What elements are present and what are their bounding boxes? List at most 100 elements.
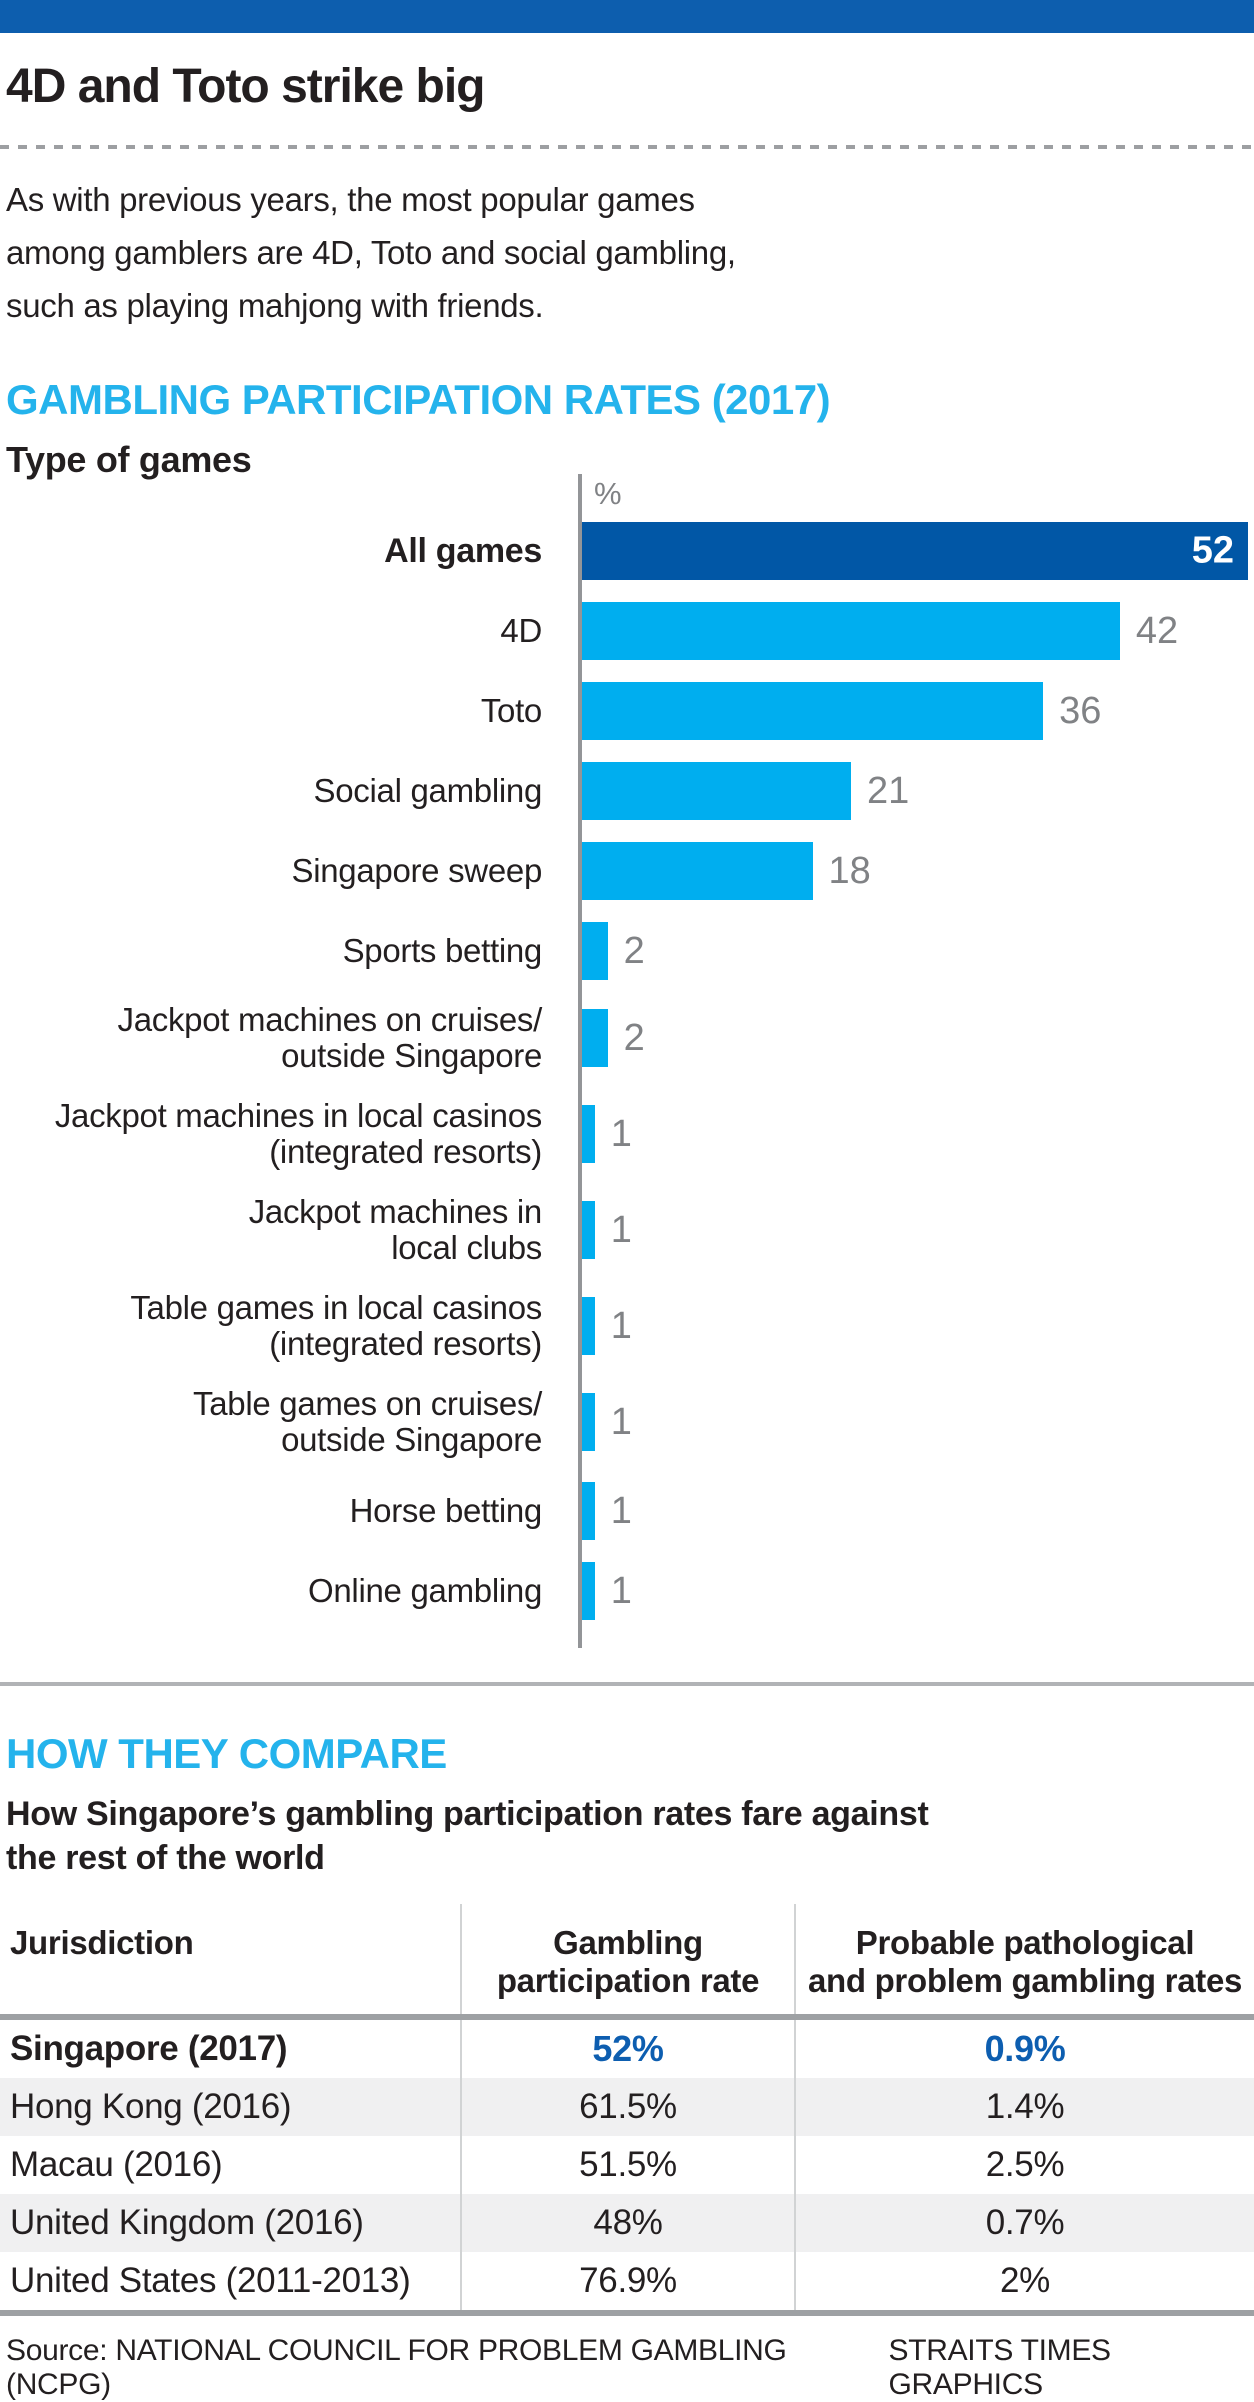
bar-label-line: Sports betting (342, 932, 543, 969)
bar-label: All games (0, 533, 560, 569)
bar-value: 36 (1059, 689, 1102, 732)
table-row: Singapore (2017) 52% 0.9% (0, 2017, 1254, 2078)
intro-line: among gamblers are 4D, Toto and social g… (6, 234, 736, 271)
intro-line: As with previous years, the most popular… (6, 181, 695, 218)
source-line: Source: NATIONAL COUNCIL FOR PROBLEM GAM… (0, 2334, 1254, 2402)
bar-value: 2 (623, 929, 645, 972)
chart-row: Sports betting 2 (0, 922, 1254, 980)
bar-track: 1 (560, 1562, 1248, 1620)
bar-label: Toto (0, 693, 560, 729)
participation-rate-cell: 51.5% (460, 2136, 795, 2194)
bar-label: Jackpot machines in local clubs (0, 1194, 560, 1266)
chart-row: Jackpot machines in local clubs 1 (0, 1194, 1254, 1266)
comparison-table: Jurisdiction Gambling participation rate Pr… (0, 1904, 1254, 2316)
jurisdiction-cell: Hong Kong (2016) (10, 2087, 292, 2126)
subtitle-line: How Singapore’s gambling participation r… (6, 1795, 929, 1833)
bar (582, 1562, 595, 1620)
page-title: 4D and Toto strike big (6, 60, 485, 113)
bar-label: 4D (0, 613, 560, 649)
section-heading-compare: HOW THEY COMPARE (6, 1730, 447, 1777)
column-header-line: Gambling (553, 1924, 703, 1961)
bar-track: 21 (560, 762, 1248, 820)
chart-row: Online gambling 1 (0, 1562, 1254, 1620)
participation-rate-cell: 61.5% (460, 2078, 795, 2136)
bar-label: Horse betting (0, 1493, 560, 1529)
column-header-line: participation rate (496, 1962, 760, 1999)
bar-label-line: Toto (480, 692, 542, 729)
bar (582, 922, 608, 980)
bar-track: 42 (560, 602, 1248, 660)
bar-label-line: All games (384, 532, 542, 570)
column-header-line: and problem gambling rates (807, 1962, 1243, 1999)
chart-row: Toto 36 (0, 682, 1254, 740)
bar-label-line: outside Singapore (281, 1037, 542, 1074)
comparison-table-body: Singapore (2017) 52% 0.9% Hong Kong (2016) 6… (0, 2017, 1254, 2313)
bar (582, 1297, 595, 1355)
bar (582, 682, 1044, 740)
bar-label-line: Table games in local casinos (130, 1289, 542, 1326)
bar-value: 21 (866, 769, 910, 812)
bar-label-line: Online gambling (308, 1572, 542, 1609)
bar (582, 1201, 595, 1259)
column-header: Jurisdiction (0, 1904, 461, 2017)
subtitle-line: the rest of the world (6, 1839, 325, 1877)
bar-label-line: outside Singapore (281, 1421, 542, 1458)
participation-rate-cell: 76.9% (460, 2252, 795, 2313)
jurisdiction-cell: Singapore (2017) (10, 2029, 288, 2068)
bar-label-line: Social gambling (313, 772, 543, 809)
bar-label-line: 4D (500, 612, 542, 649)
bar-value: 1 (610, 1208, 632, 1251)
participation-rate-cell: 48% (460, 2194, 795, 2252)
chart-axis-line (578, 474, 582, 1648)
chart-row: All games 52 (0, 522, 1254, 580)
bar-track: 18 (560, 842, 1248, 900)
bar-track: 1 (560, 1201, 1248, 1259)
bar-label-line: (integrated resorts) (269, 1325, 542, 1362)
bar (582, 602, 1120, 660)
bar-value: 2 (623, 1016, 645, 1059)
bar-track: 1 (560, 1482, 1248, 1540)
bar-label-line: Jackpot machines on cruises/ (117, 1001, 543, 1038)
bar-label-line: local clubs (391, 1229, 542, 1266)
bar-label: Jackpot machines in local casinos (integr… (0, 1098, 560, 1170)
bar-value: 1 (610, 1569, 632, 1612)
bar (582, 842, 813, 900)
section-divider (0, 1682, 1254, 1686)
bar-track: 1 (560, 1105, 1248, 1163)
table-row: United Kingdom (2016) 48% 0.7% (0, 2194, 1254, 2252)
bar (582, 762, 851, 820)
bar-track: 2 (560, 922, 1248, 980)
bar-label: Jackpot machines on cruises/outside Sing… (0, 1002, 560, 1074)
credit-text: STRAITS TIMES GRAPHICS (888, 2334, 1112, 2401)
comparison-table-header: Jurisdiction Gambling participation rate Pr… (0, 1904, 1254, 2017)
table-row: Macau (2016) 51.5% 2.5% (0, 2136, 1254, 2194)
bar: 52 (582, 522, 1248, 580)
bar-label-line: Singapore sweep (291, 852, 542, 889)
bar (582, 1393, 595, 1451)
chart-row: Singapore sweep 18 (0, 842, 1254, 900)
bar-value: 1 (610, 1304, 632, 1347)
problem-rate-cell: 0.7% (794, 2194, 1254, 2252)
intro-line: such as playing mahjong with friends. (6, 287, 544, 324)
top-banner (0, 0, 1254, 33)
problem-rate-cell: 2% (794, 2252, 1254, 2313)
chart-row: Jackpot machines on cruises/outside Sing… (0, 1002, 1254, 1074)
table-row: United States (2011-2013) 76.9% 2% (0, 2252, 1254, 2313)
bar-label-line: Horse betting (349, 1492, 543, 1529)
bar-value: 1 (610, 1489, 632, 1532)
bar-label: Social gambling (0, 773, 560, 809)
chart-row: Horse betting 1 (0, 1482, 1254, 1540)
bar-value: 1 (610, 1400, 632, 1443)
chart-row: Table games in local casinos (integrated … (0, 1290, 1254, 1362)
bar-label: Singapore sweep (0, 853, 560, 889)
bar-label-line: Jackpot machines in local casinos (54, 1097, 542, 1134)
comparison-table-header-row: Jurisdiction Gambling participation rate Pr… (0, 1904, 1254, 2017)
chart-row: 4D 42 (0, 602, 1254, 660)
chart-row: Table games on cruises/outside Singapore… (0, 1386, 1254, 1458)
jurisdiction-cell: United States (2011-2013) (10, 2261, 411, 2300)
table-row: Hong Kong (2016) 61.5% 1.4% (0, 2078, 1254, 2136)
bar-label: Table games in local casinos (integrated … (0, 1290, 560, 1362)
problem-rate-cell: 0.9% (794, 2017, 1254, 2078)
problem-rate-cell: 2.5% (794, 2136, 1254, 2194)
